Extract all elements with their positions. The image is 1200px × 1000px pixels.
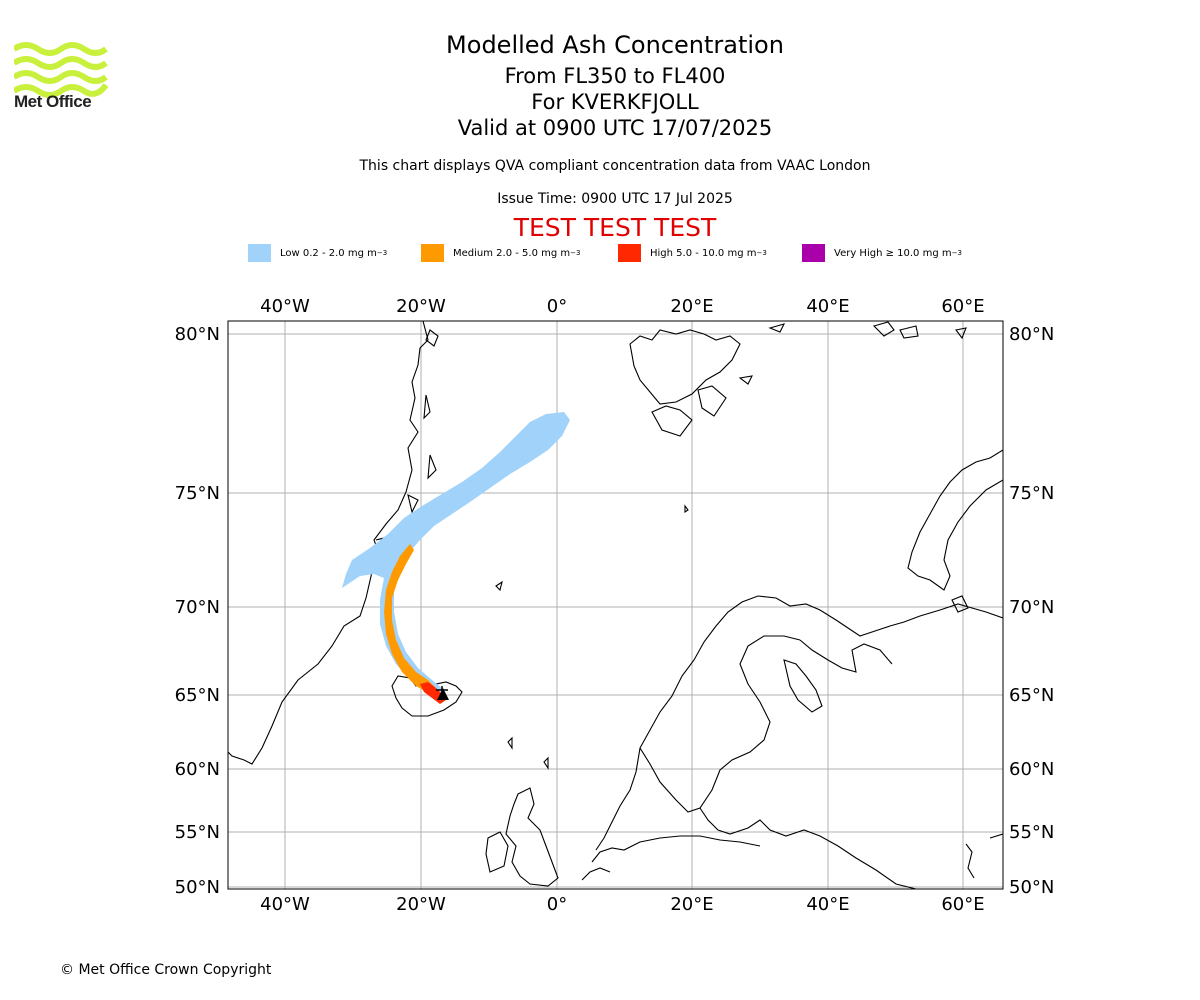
lon-label-0-top: 0° <box>547 296 567 317</box>
map-frame <box>227 320 1004 890</box>
ash-plume-medium <box>384 544 436 694</box>
lat-labels-right: 80°N 75°N 70°N 65°N 60°N 55°N 50°N <box>1009 324 1054 898</box>
lon-label-60e-top: 60°E <box>941 296 984 317</box>
legend-swatch-very-high <box>802 244 825 262</box>
lat-label-50n-left: 50°N <box>175 877 220 898</box>
lat-labels-left: 80°N 75°N 70°N 65°N 60°N 55°N 50°N <box>175 324 220 898</box>
coastlines <box>228 321 1003 889</box>
legend-item-medium: Medium 2.0 - 5.0 mg m −3 <box>421 244 580 262</box>
lon-label-40e-bottom: 40°E <box>806 894 849 915</box>
legend-swatch-medium <box>421 244 444 262</box>
lat-label-80n-right: 80°N <box>1009 324 1054 345</box>
lon-label-20e-top: 20°E <box>670 296 713 317</box>
lat-label-70n-left: 70°N <box>175 597 220 618</box>
lon-labels-bottom: 40°W 20°W 0° 20°E 40°E 60°E <box>260 894 984 915</box>
met-office-logo-text: Met Office <box>14 92 92 111</box>
lon-labels-top: 40°W 20°W 0° 20°E 40°E 60°E <box>260 296 984 317</box>
lon-label-40w-bottom: 40°W <box>260 894 310 915</box>
lon-label-60e-bottom: 60°E <box>941 894 984 915</box>
svalbard-coast <box>629 329 741 405</box>
legend-item-high: High 5.0 - 10.0 mg m −3 <box>618 244 767 262</box>
legend-label-very-high: Very High ≥ 10.0 mg m <box>834 247 952 259</box>
volcano-marker <box>437 688 449 700</box>
lat-label-75n-left: 75°N <box>175 483 220 504</box>
legend-swatch-high <box>618 244 641 262</box>
lat-label-65n-left: 65°N <box>175 685 220 706</box>
valid-time: Valid at 0900 UTC 17/07/2025 <box>457 116 773 140</box>
issue-time: Issue Time: 0900 UTC 17 Jul 2025 <box>497 191 733 207</box>
flight-level-range: From FL350 to FL400 <box>504 64 726 88</box>
legend-unit-exp-very-high: −3 <box>951 249 962 257</box>
copyright-notice: © Met Office Crown Copyright <box>60 962 272 978</box>
scandinavia-coast <box>595 595 1003 851</box>
ash-plume-low <box>342 412 570 700</box>
lat-label-80n-left: 80°N <box>175 324 220 345</box>
chart-title: Modelled Ash Concentration <box>446 31 784 59</box>
lat-label-55n-right: 55°N <box>1009 822 1054 843</box>
lat-label-50n-right: 50°N <box>1009 877 1054 898</box>
legend-swatch-low <box>248 244 271 262</box>
test-banner: TEST TEST TEST <box>513 213 717 242</box>
novaya-zemlya-coast <box>907 449 1003 591</box>
volcano-name: For KVERKFJOLL <box>531 90 699 114</box>
legend-unit-exp-medium: −3 <box>570 249 581 257</box>
lat-label-70n-right: 70°N <box>1009 597 1054 618</box>
lat-label-60n-right: 60°N <box>1009 759 1054 780</box>
met-office-logo <box>14 42 108 98</box>
concentration-legend: Low 0.2 - 2.0 mg m −3 Medium 2.0 - 5.0 mg… <box>0 244 1200 264</box>
lon-label-20w-bottom: 20°W <box>396 894 446 915</box>
legend-label-high: High 5.0 - 10.0 mg m <box>650 247 757 259</box>
lon-label-40e-top: 40°E <box>806 296 849 317</box>
qva-note: This chart displays QVA compliant concen… <box>359 158 871 174</box>
legend-unit-exp-high: −3 <box>756 249 767 257</box>
legend-item-very-high: Very High ≥ 10.0 mg m −3 <box>802 244 962 262</box>
legend-label-medium: Medium 2.0 - 5.0 mg m <box>453 247 571 259</box>
lon-label-0-bottom: 0° <box>547 894 567 915</box>
british-isles-coast <box>505 787 559 887</box>
legend-unit-exp-low: −3 <box>376 249 388 257</box>
lat-label-55n-left: 55°N <box>175 822 220 843</box>
map-gridlines <box>228 321 1003 889</box>
lat-label-75n-right: 75°N <box>1009 483 1054 504</box>
lat-label-65n-right: 65°N <box>1009 685 1054 706</box>
lon-label-40w-top: 40°W <box>260 296 310 317</box>
lat-label-60n-left: 60°N <box>175 759 220 780</box>
legend-label-low: Low 0.2 - 2.0 mg m <box>280 247 377 259</box>
legend-item-low: Low 0.2 - 2.0 mg m −3 <box>248 244 387 262</box>
lon-label-20e-bottom: 20°E <box>670 894 713 915</box>
lon-label-20w-top: 20°W <box>396 296 446 317</box>
